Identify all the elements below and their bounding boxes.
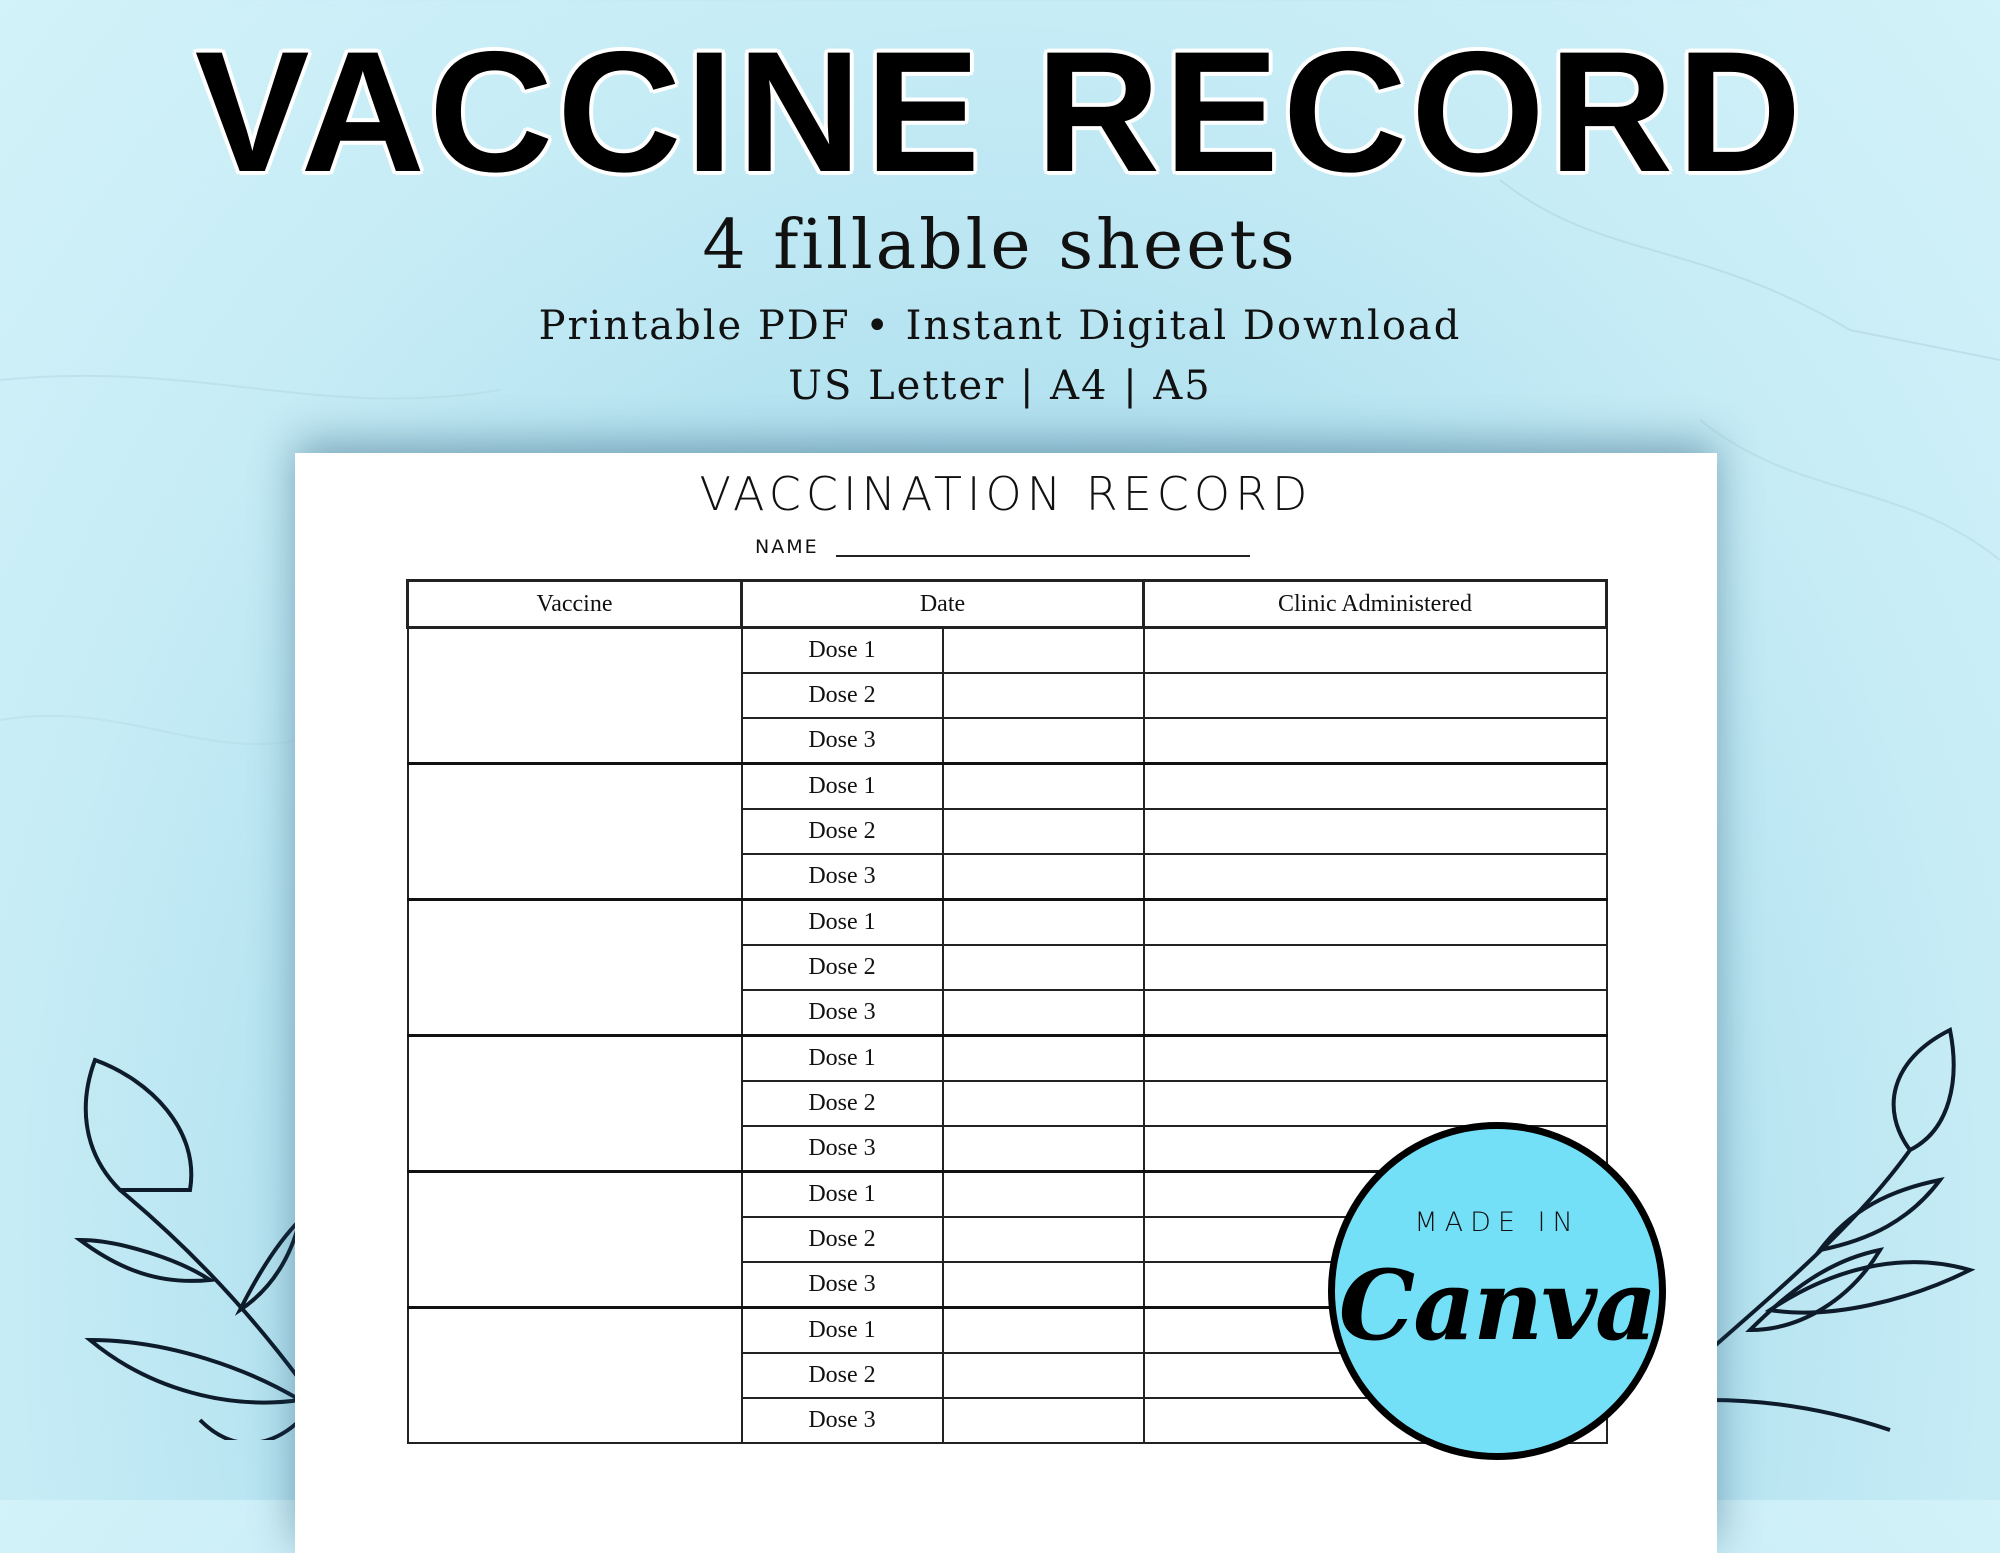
date-cell[interactable] bbox=[941, 717, 1145, 765]
table-row: Dose 2 bbox=[408, 944, 1608, 991]
banner-subtitle: 4 fillable sheets bbox=[702, 206, 1298, 285]
dose-label: Dose 1 bbox=[740, 1034, 944, 1082]
date-cell[interactable] bbox=[941, 1306, 1145, 1354]
vaccine-cell[interactable] bbox=[406, 762, 743, 901]
dose-label: Dose 3 bbox=[740, 853, 944, 901]
vaccine-cell[interactable] bbox=[406, 1034, 743, 1173]
dose-label: Dose 1 bbox=[740, 762, 944, 810]
date-cell[interactable] bbox=[941, 1034, 1145, 1082]
table-row: Dose 3 bbox=[408, 717, 1608, 765]
banner-title: VACCINE RECORD bbox=[194, 16, 1806, 208]
clinic-cell[interactable] bbox=[1142, 717, 1608, 765]
dose-label: Dose 1 bbox=[740, 898, 944, 946]
dose-label: Dose 2 bbox=[740, 808, 944, 855]
vaccine-cell[interactable] bbox=[406, 1170, 743, 1309]
clinic-cell[interactable] bbox=[1142, 672, 1608, 719]
vaccine-cell[interactable] bbox=[406, 1306, 743, 1444]
name-field[interactable] bbox=[836, 555, 1250, 557]
dose-label: Dose 3 bbox=[740, 717, 944, 765]
table-row: Dose 1 bbox=[406, 1170, 1608, 1309]
date-cell[interactable] bbox=[941, 1170, 1145, 1218]
date-cell[interactable] bbox=[941, 626, 1145, 674]
clinic-cell[interactable] bbox=[1142, 898, 1608, 946]
table-row: Dose 2 bbox=[408, 672, 1608, 719]
date-cell[interactable] bbox=[941, 762, 1145, 810]
dose-label: Dose 1 bbox=[740, 1306, 944, 1354]
header-date: Date bbox=[740, 579, 1145, 629]
header-vaccine: Vaccine bbox=[406, 579, 743, 629]
date-cell[interactable] bbox=[941, 898, 1145, 946]
date-cell[interactable] bbox=[941, 808, 1145, 855]
left-leaves-icon bbox=[73, 1057, 306, 1440]
canva-logo: Canva bbox=[1338, 1249, 1657, 1362]
dose-label: Dose 3 bbox=[740, 1261, 944, 1309]
date-cell[interactable] bbox=[941, 853, 1145, 901]
date-cell[interactable] bbox=[941, 1080, 1145, 1127]
dose-label: Dose 1 bbox=[740, 626, 944, 674]
name-label: NAME bbox=[755, 536, 819, 558]
table-row: Dose 1 bbox=[406, 762, 1608, 901]
dose-label: Dose 2 bbox=[740, 944, 944, 991]
clinic-cell[interactable] bbox=[1142, 989, 1608, 1037]
table-row: Dose 2 bbox=[408, 1080, 1608, 1127]
clinic-cell[interactable] bbox=[1142, 944, 1608, 991]
date-cell[interactable] bbox=[941, 1352, 1145, 1399]
table-row: Dose 2 bbox=[408, 808, 1608, 855]
dose-label: Dose 3 bbox=[740, 1125, 944, 1173]
dose-label: Dose 1 bbox=[740, 1170, 944, 1218]
date-cell[interactable] bbox=[941, 1216, 1145, 1263]
made-in-label: MADE IN bbox=[1414, 1207, 1580, 1238]
table-row: Dose 1 bbox=[406, 898, 1608, 1037]
date-cell[interactable] bbox=[941, 1397, 1145, 1444]
header-clinic: Clinic Administered bbox=[1142, 579, 1608, 629]
table-row: Dose 3 bbox=[408, 853, 1608, 901]
dose-label: Dose 2 bbox=[740, 672, 944, 719]
clinic-cell[interactable] bbox=[1142, 762, 1608, 810]
made-in-canva-badge: MADE IN Canva bbox=[1328, 1122, 1666, 1460]
vaccine-cell[interactable] bbox=[406, 898, 743, 1037]
clinic-cell[interactable] bbox=[1142, 853, 1608, 901]
dose-label: Dose 2 bbox=[740, 1352, 944, 1399]
banner-sizes: US Letter | A4 | A5 bbox=[788, 363, 1212, 409]
date-cell[interactable] bbox=[941, 989, 1145, 1037]
dose-label: Dose 2 bbox=[740, 1080, 944, 1127]
date-cell[interactable] bbox=[941, 1261, 1145, 1309]
date-cell[interactable] bbox=[941, 944, 1145, 991]
table-row: Dose 1 bbox=[406, 1034, 1608, 1173]
dose-label: Dose 2 bbox=[740, 1216, 944, 1263]
dose-label: Dose 3 bbox=[740, 1397, 944, 1444]
table-row: Dose 3 bbox=[408, 989, 1608, 1037]
vaccine-cell[interactable] bbox=[406, 626, 743, 765]
clinic-cell[interactable] bbox=[1142, 808, 1608, 855]
date-cell[interactable] bbox=[941, 1125, 1145, 1173]
dose-label: Dose 3 bbox=[740, 989, 944, 1037]
table-row: Dose 1 bbox=[406, 626, 1608, 765]
clinic-cell[interactable] bbox=[1142, 626, 1608, 674]
clinic-cell[interactable] bbox=[1142, 1080, 1608, 1127]
date-cell[interactable] bbox=[941, 672, 1145, 719]
sheet-title: VACCINATION RECORD bbox=[699, 467, 1313, 521]
right-leaves-icon bbox=[1710, 1027, 1976, 1432]
clinic-cell[interactable] bbox=[1142, 1034, 1608, 1082]
banner-formats: Printable PDF • Instant Digital Download bbox=[538, 303, 1462, 349]
